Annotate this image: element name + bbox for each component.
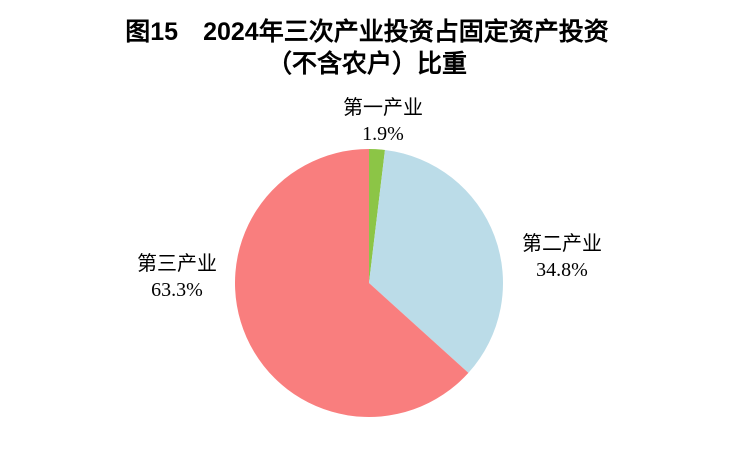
slice-label-primary-industry-value: 1.9% [362,123,404,145]
pie-slice-secondary-industry [369,149,503,373]
slice-label-secondary-industry-name: 第二产业 [522,233,602,255]
slice-label-primary-industry: 第一产业 1.9% [343,95,423,147]
pie-slice-primary-industry [369,149,385,283]
slice-label-tertiary-industry-value: 63.3% [151,279,203,301]
slice-label-tertiary-industry-name: 第三产业 [137,253,217,275]
chart-title: 图15 2024年三次产业投资占固定资产投资 （不含农户）比重 [0,16,734,80]
pie-slice-tertiary-industry [234,148,469,417]
chart-title-line1: 图15 2024年三次产业投资占固定资产投资 [125,18,609,46]
slice-label-secondary-industry: 第二产业 34.8% [522,231,602,283]
slice-label-tertiary-industry: 第三产业 63.3% [137,251,217,303]
chart-title-line2: （不含农户）比重 [266,50,467,78]
slice-label-secondary-industry-value: 34.8% [536,259,588,281]
slice-label-primary-industry-name: 第一产业 [343,97,423,119]
